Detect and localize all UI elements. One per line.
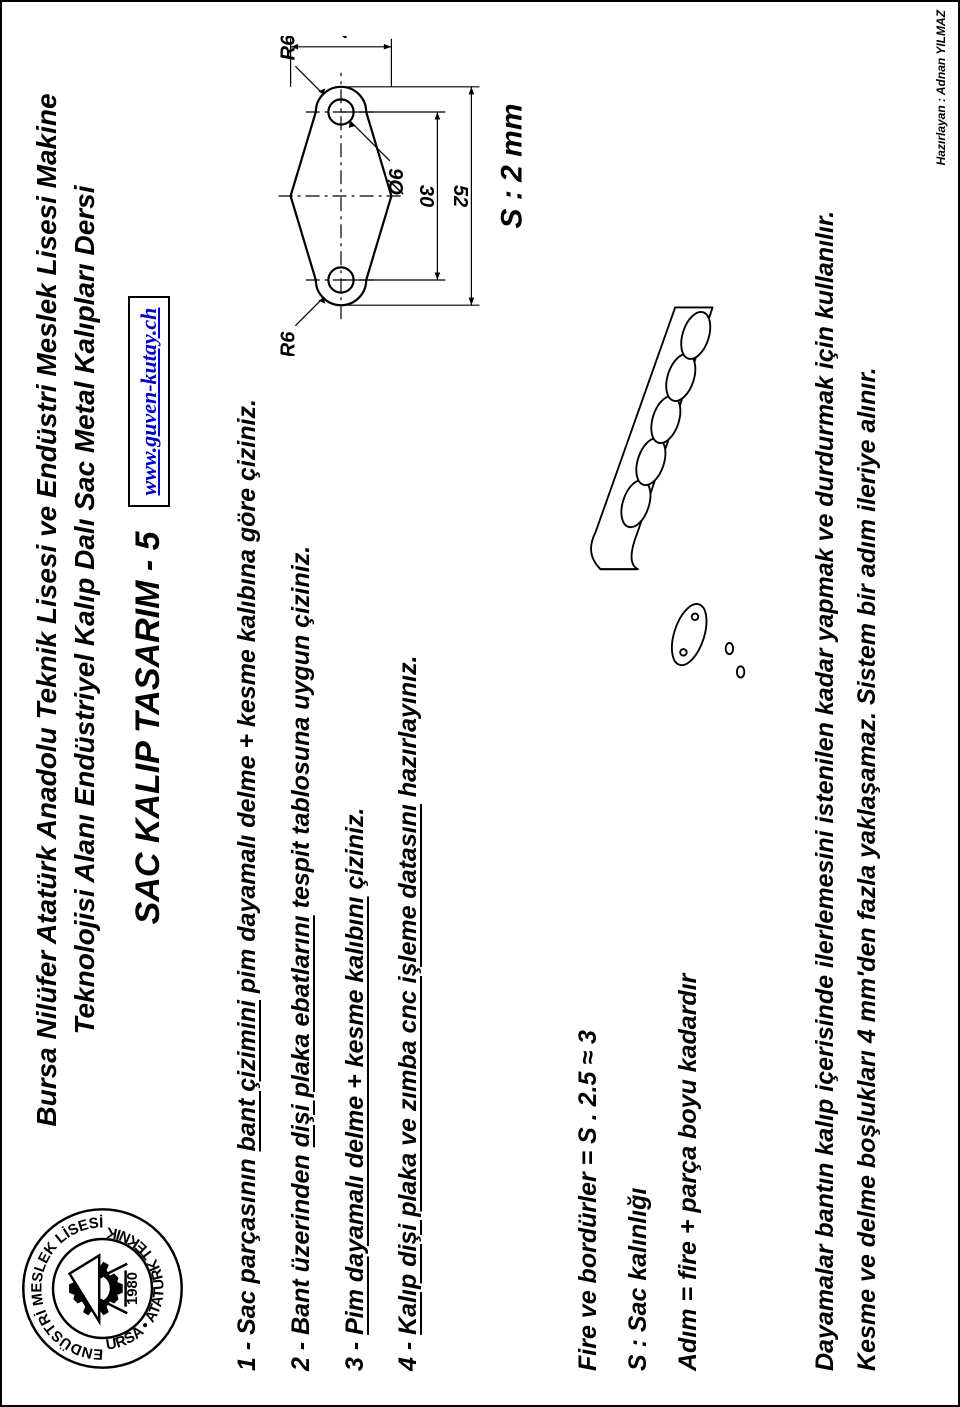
svg-text:24: 24 <box>329 36 351 39</box>
task-item: 3 - Pim dayamalı delme + kesme kalıbını … <box>329 380 383 1371</box>
task-item: 1 - Sac parçasının bant çizimini pim day… <box>221 380 275 1371</box>
body-row: 1 - Sac parçasının bant çizimini pim day… <box>221 36 551 1371</box>
page-title: SAC KALIP TASARIM - 5 <box>129 531 168 924</box>
header-line2: Teknolojisi Alanı Endüstriyel Kalıp Dalı… <box>66 36 104 1184</box>
svg-text:S : 2 mm: S : 2 mm <box>495 103 528 228</box>
svg-text:Ø6: Ø6 <box>386 168 408 196</box>
svg-text:52: 52 <box>449 185 471 207</box>
formula-1: Fire ve bordürler = S . 2.5 ≈ 3 <box>563 974 613 1371</box>
svg-text:R6: R6 <box>278 331 300 356</box>
title-row: SAC KALIP TASARIM - 5 www.guven-kutay.ch <box>128 36 170 1184</box>
header-line1: Bursa Nilüfer Atatürk Anadolu Teknik Lis… <box>28 36 66 1184</box>
lower-row: Fire ve bordürler = S . 2.5 ≈ 3 S : Sac … <box>563 36 787 1371</box>
isometric-illustration <box>563 36 787 934</box>
page-frame: ENDÜSTRİ MESLEK LİSESİ • BURSA • ATATÜRK… <box>0 0 960 1407</box>
footer-line1: Dayamalar bantın kalıp içerisinde ilerle… <box>805 36 846 1371</box>
task-item: 2 - Bant üzerinden dişi plaka ebatlarını… <box>275 380 329 1371</box>
logo-year: 1980 <box>125 1272 141 1305</box>
formula-2: S : Sac kalınlığı <box>613 974 663 1371</box>
author-credit: Hazırlayan : Adnan YILMAZ <box>934 10 948 165</box>
formulas: Fire ve bordürler = S . 2.5 ≈ 3 S : Sac … <box>563 974 713 1371</box>
svg-text:30: 30 <box>415 185 437 207</box>
title-block: Bursa Nilüfer Atatürk Anadolu Teknik Lis… <box>20 36 170 1184</box>
header: ENDÜSTRİ MESLEK LİSESİ • BURSA • ATATÜRK… <box>20 36 185 1371</box>
part-drawing: R6R6Ø6243052S : 2 mm <box>221 36 551 356</box>
source-link[interactable]: www.guven-kutay.ch <box>128 296 170 508</box>
formula-3: Adım = fire + parça boyu kadardır <box>663 974 713 1371</box>
task-item: 4 - Kalıp dişi plaka ve zımba cnc işleme… <box>382 380 436 1371</box>
school-logo: ENDÜSTRİ MESLEK LİSESİ • BURSA • ATATÜRK… <box>20 1206 185 1371</box>
footer-notes: Dayamalar bantın kalıp içerisinde ilerle… <box>805 36 888 1371</box>
task-list: 1 - Sac parçasının bant çizimini pim day… <box>221 380 551 1371</box>
footer-line2: Kesme ve delme boşlukları 4 mm'den fazla… <box>847 36 888 1371</box>
page-canvas: ENDÜSTRİ MESLEK LİSESİ • BURSA • ATATÜRK… <box>0 0 960 1407</box>
